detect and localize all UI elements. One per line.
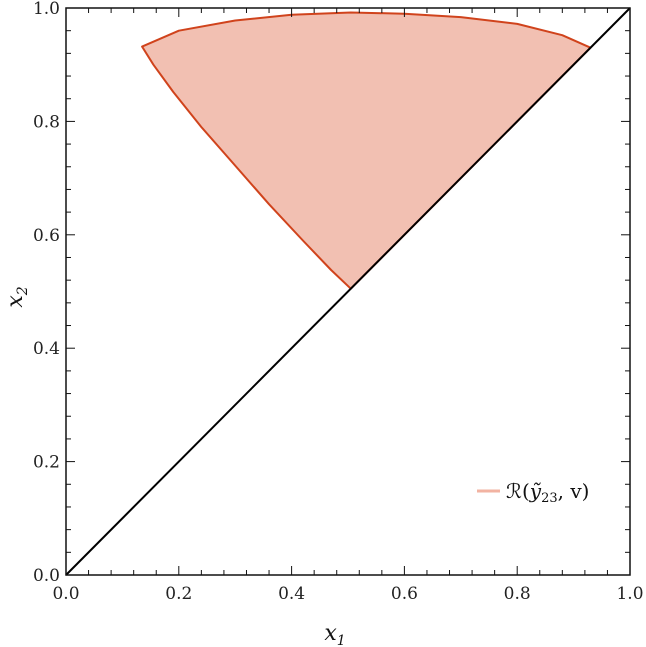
x-axis-label-sub: 1 — [337, 633, 346, 647]
x-tick-label: 1.0 — [616, 584, 643, 604]
legend-prefix: ℛ( — [506, 479, 530, 503]
x-tick-label: 0.0 — [52, 584, 79, 604]
y-axis-label: x2 — [3, 286, 31, 307]
y-tick-label: 0.6 — [33, 226, 60, 246]
x-axis-label-base: x — [324, 621, 337, 646]
legend-entry: ℛ(ỹ23, v) — [506, 479, 589, 506]
y-tick-label: 0.0 — [33, 566, 60, 586]
y-axis-label-base: x — [3, 295, 28, 308]
x-axis-label: x1 — [324, 621, 345, 647]
x-tick-label: 0.6 — [391, 584, 418, 604]
y-axis-label-sub: 2 — [15, 286, 31, 296]
y-tick-label: 0.4 — [33, 339, 60, 359]
legend: ℛ(ỹ23, v) — [477, 479, 589, 506]
legend-sub: 23 — [541, 491, 558, 506]
y-tick-label: 1.0 — [33, 0, 60, 19]
x-tick-label: 0.4 — [278, 584, 305, 604]
plot-frame — [65, 7, 631, 576]
legend-suffix: , v) — [558, 479, 590, 503]
legend-var: ỹ — [529, 479, 542, 503]
diagonal-line — [65, 7, 631, 576]
series-region-0 — [141, 11, 592, 290]
x-tick-label: 0.2 — [165, 584, 192, 604]
x-tick-label: 0.8 — [504, 584, 531, 604]
plot-area — [65, 7, 631, 576]
y-tick-label: 0.2 — [33, 453, 60, 473]
y-tick-label: 0.8 — [33, 112, 60, 132]
